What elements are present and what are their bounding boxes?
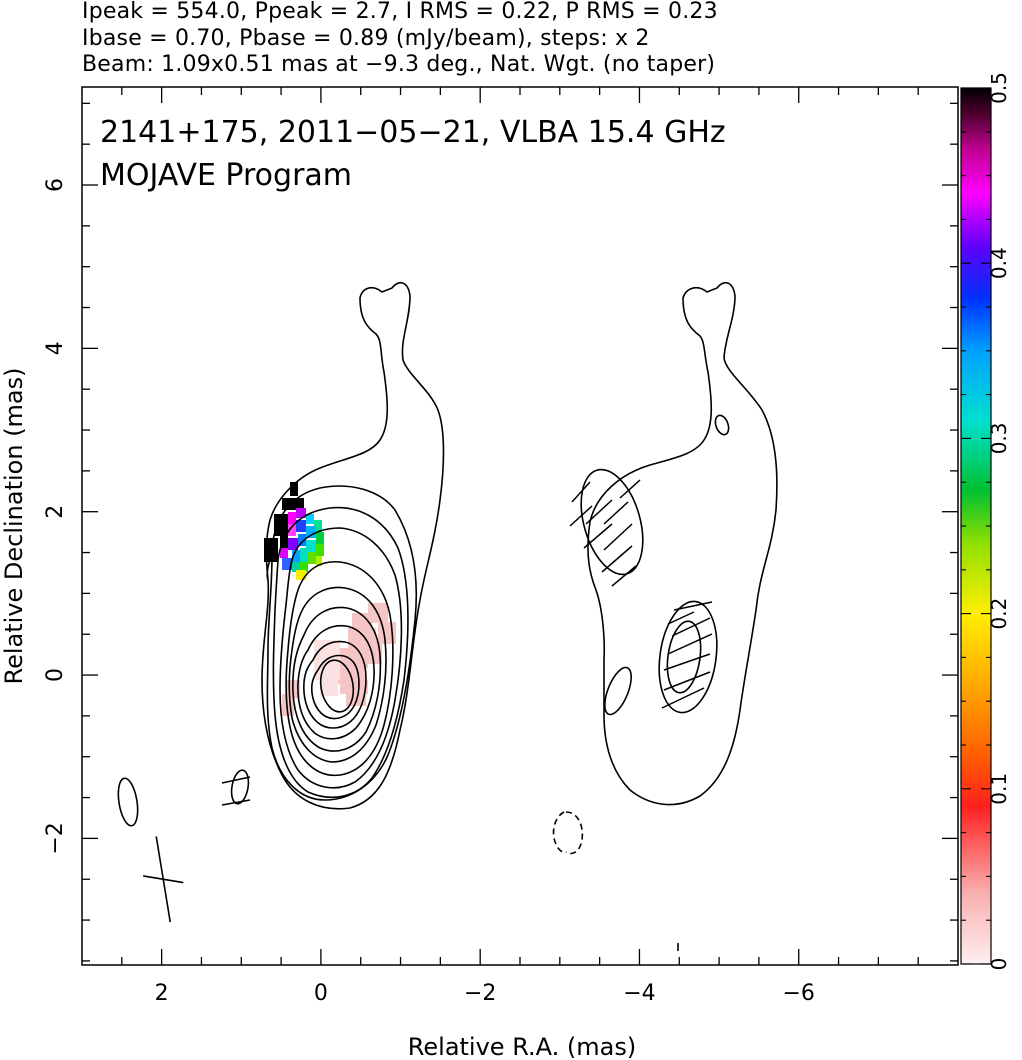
x-axis: 2 0 −2 −4 −6 (121, 87, 919, 1006)
x-tick-label: −4 (623, 981, 655, 1006)
x-tick-label: −6 (783, 981, 815, 1006)
y-tick-label: 6 (43, 178, 68, 192)
header-line-2: Ibase = 0.70, Pbase = 0.89 (mJy/beam), s… (82, 26, 650, 51)
polarization-pixels (264, 482, 396, 716)
colorbar-tick-label: 0.4 (987, 247, 1011, 279)
stokes-i-contours (117, 281, 445, 827)
header-line-1: Ipeak = 554.0, Ppeak = 2.7, I RMS = 0.22… (82, 0, 718, 24)
colorbar-tick-label: 0 (987, 958, 1011, 971)
y-tick-label: 0 (43, 668, 68, 682)
y-tick-label: 2 (43, 505, 68, 519)
x-tick-label: 0 (314, 981, 328, 1006)
x-axis-title: Relative R.A. (mas) (408, 1033, 636, 1060)
source-annotation: 2141+175, 2011−05−21, VLBA 15.4 GHz (100, 115, 726, 150)
plot-frame (81, 86, 959, 966)
y-axis-title: Relative Declination (mas) (0, 367, 28, 684)
colorbar-tick-label: 0.3 (987, 422, 1011, 454)
x-tick-label: 2 (155, 981, 169, 1006)
x-tick-label: −2 (464, 981, 496, 1006)
evpa-vectors (569, 479, 713, 709)
beam-minor-axis (143, 875, 184, 884)
beam-cross (143, 836, 184, 923)
polarized-intensity-contours (552, 281, 778, 951)
y-axis: −2 0 2 4 6 (43, 102, 958, 962)
y-tick-label: 4 (43, 341, 68, 355)
colorbar-ticks: 0 0.1 0.2 0.3 0.4 0.5 (961, 72, 1011, 970)
program-annotation: MOJAVE Program (100, 158, 352, 193)
y-tick-label: −2 (43, 822, 68, 854)
colorbar-tick-label: 0.5 (987, 72, 1011, 104)
colorbar-tick-label: 0.2 (987, 598, 1011, 630)
header-line-3: Beam: 1.09x0.51 mas at −9.3 deg., Nat. W… (82, 52, 716, 77)
colorbar-tick-label: 0.1 (987, 773, 1011, 805)
